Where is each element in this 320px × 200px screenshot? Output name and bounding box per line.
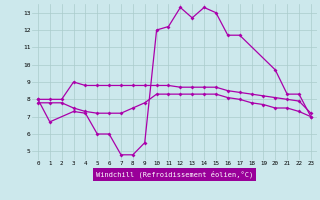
X-axis label: Windchill (Refroidissement éolien,°C): Windchill (Refroidissement éolien,°C) bbox=[96, 171, 253, 178]
